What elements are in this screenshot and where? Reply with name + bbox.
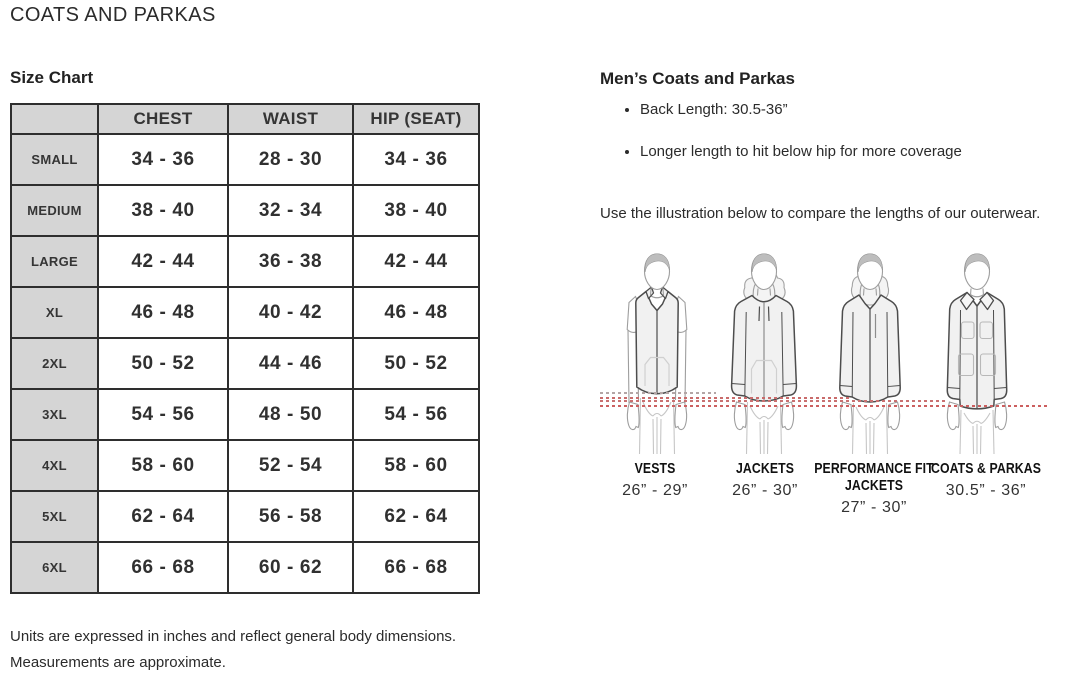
page-title: COATS AND PARKAS [10, 4, 216, 26]
chest-cell: 54 - 56 [97, 388, 229, 441]
vest-figure-illustration [626, 253, 688, 455]
waist-cell: 40 - 42 [227, 286, 354, 339]
garment-label-coats-and-parkas: COATS & PARKAS 30.5” - 36” [911, 460, 1061, 500]
table-header-row: CHEST WAIST HIP (SEAT) [10, 103, 480, 135]
size-row-label: LARGE [10, 235, 99, 288]
hip-cell: 62 - 64 [352, 490, 480, 543]
size-row-label: XL [10, 286, 99, 339]
hip-cell: 54 - 56 [352, 388, 480, 441]
garment-length-range: 26” - 30” [732, 482, 798, 499]
garment-label-vests: VESTS 26” - 29” [580, 460, 730, 500]
garment-length-range: 27” - 30” [841, 499, 907, 516]
footnote-line-2: Measurements are approximate. [10, 654, 226, 671]
corner-cell [10, 103, 99, 135]
size-chart-heading: Size Chart [10, 68, 94, 87]
waist-cell: 44 - 46 [227, 337, 354, 390]
chest-cell: 62 - 64 [97, 490, 229, 543]
table-row: 5XL 62 - 64 56 - 58 62 - 64 [10, 490, 480, 543]
waist-cell: 32 - 34 [227, 184, 354, 237]
chest-cell: 38 - 40 [97, 184, 229, 237]
table-row: MEDIUM 38 - 40 32 - 34 38 - 40 [10, 184, 480, 237]
hip-cell: 34 - 36 [352, 133, 480, 186]
chest-cell: 46 - 48 [97, 286, 229, 339]
table-row: SMALL 34 - 36 28 - 30 34 - 36 [10, 133, 480, 186]
size-row-label: MEDIUM [10, 184, 99, 237]
hip-cell: 58 - 60 [352, 439, 480, 492]
table-row: 6XL 66 - 68 60 - 62 66 - 68 [10, 541, 480, 594]
garment-name: COATS & PARKAS [930, 460, 1042, 477]
col-header-waist: WAIST [227, 103, 354, 135]
hip-cell: 42 - 44 [352, 235, 480, 288]
jacket-length-guide-line [600, 397, 852, 399]
table-row: 2XL 50 - 52 44 - 46 50 - 52 [10, 337, 480, 390]
hip-cell: 66 - 68 [352, 541, 480, 594]
mens-coats-heading: Men’s Coats and Parkas [600, 69, 795, 88]
vest-length-guide-line [600, 392, 716, 394]
garment-length-range: 30.5” - 36” [945, 482, 1027, 499]
size-row-label: 5XL [10, 490, 99, 543]
size-chart-table: CHEST WAIST HIP (SEAT) SMALL 34 - 36 28 … [10, 103, 480, 594]
waist-cell: 48 - 50 [227, 388, 354, 441]
size-row-label: 6XL [10, 541, 99, 594]
performance-jacket-length-guide-line [600, 400, 947, 402]
illustration-instruction: Use the illustration below to compare th… [600, 205, 1041, 222]
coat-figure-illustration [946, 253, 1008, 455]
size-row-label: 3XL [10, 388, 99, 441]
waist-cell: 28 - 30 [227, 133, 354, 186]
chest-cell: 66 - 68 [97, 541, 229, 594]
feature-bullet-list: Back Length: 30.5-36” Longer length to h… [600, 101, 962, 185]
waist-cell: 56 - 58 [227, 490, 354, 543]
col-header-hip: HIP (SEAT) [352, 103, 480, 135]
waist-cell: 52 - 54 [227, 439, 354, 492]
garment-label-jackets: JACKETS 26” - 30” [690, 460, 840, 500]
hip-cell: 46 - 48 [352, 286, 480, 339]
chest-cell: 50 - 52 [97, 337, 229, 390]
chest-cell: 34 - 36 [97, 133, 229, 186]
performance-jacket-figure-illustration [839, 253, 901, 455]
hip-cell: 38 - 40 [352, 184, 480, 237]
garment-name: PERFORMANCE FIT JACKETS [814, 460, 934, 494]
garment-name: VESTS [634, 460, 676, 477]
jacket-figure-illustration [730, 253, 798, 455]
bullet-back-length: Back Length: 30.5-36” [640, 101, 962, 119]
bullet-coverage: Longer length to hit below hip for more … [640, 143, 962, 161]
table-footnote: Units are expressed in inches and reflec… [10, 624, 456, 675]
col-header-chest: CHEST [97, 103, 229, 135]
coat-length-guide-line [600, 405, 1047, 407]
size-row-label: 2XL [10, 337, 99, 390]
table-row: LARGE 42 - 44 36 - 38 42 - 44 [10, 235, 480, 288]
waist-cell: 60 - 62 [227, 541, 354, 594]
table-row: 3XL 54 - 56 48 - 50 54 - 56 [10, 388, 480, 441]
chest-cell: 42 - 44 [97, 235, 229, 288]
size-row-label: 4XL [10, 439, 99, 492]
garment-length-range: 26” - 29” [622, 482, 688, 499]
size-row-label: SMALL [10, 133, 99, 186]
hip-cell: 50 - 52 [352, 337, 480, 390]
table-row: 4XL 58 - 60 52 - 54 58 - 60 [10, 439, 480, 492]
waist-cell: 36 - 38 [227, 235, 354, 288]
outerwear-length-illustration [600, 248, 1058, 455]
garment-label-performance-fit-jackets: PERFORMANCE FIT JACKETS 27” - 30” [799, 460, 949, 517]
table-row: XL 46 - 48 40 - 42 46 - 48 [10, 286, 480, 339]
chest-cell: 58 - 60 [97, 439, 229, 492]
garment-name: JACKETS [736, 460, 794, 477]
footnote-line-1: Units are expressed in inches and reflec… [10, 628, 457, 645]
